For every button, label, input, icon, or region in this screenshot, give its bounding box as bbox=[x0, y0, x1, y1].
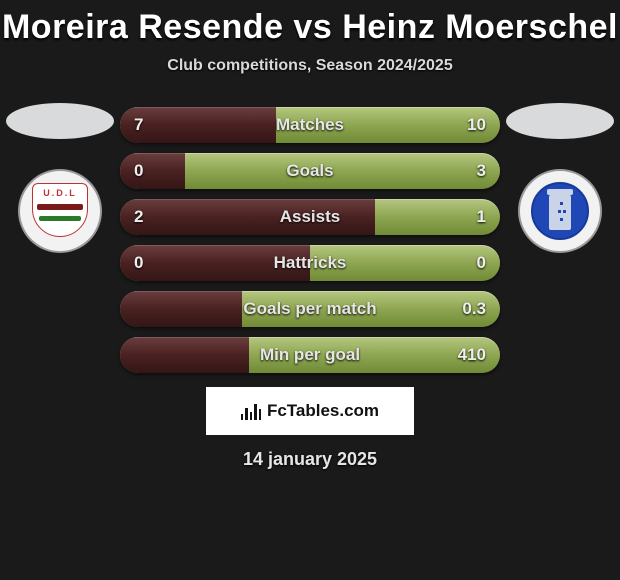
stat-label: Hattricks bbox=[120, 253, 500, 273]
stat-row: 00Hattricks bbox=[120, 245, 500, 281]
stat-label: Assists bbox=[120, 207, 500, 227]
stat-row: 03Goals bbox=[120, 153, 500, 189]
comparison-card: Moreira Resende vs Heinz Moerschel Club … bbox=[0, 0, 620, 470]
left-player-column: U.D.L bbox=[0, 103, 120, 253]
flag-left-icon bbox=[6, 103, 114, 139]
page-title: Moreira Resende vs Heinz Moerschel bbox=[0, 8, 620, 47]
stat-label: Goals bbox=[120, 161, 500, 181]
crest-right-icon bbox=[530, 181, 590, 241]
branding-chart-icon bbox=[241, 402, 261, 420]
crest-right bbox=[518, 169, 602, 253]
branding-label: FcTables.com bbox=[267, 401, 379, 421]
subtitle: Club competitions, Season 2024/2025 bbox=[0, 57, 620, 75]
stat-row: 21Assists bbox=[120, 199, 500, 235]
stat-label: Matches bbox=[120, 115, 500, 135]
branding-box[interactable]: FcTables.com bbox=[206, 387, 414, 435]
stat-label: Min per goal bbox=[120, 345, 500, 365]
stat-row: 410Min per goal bbox=[120, 337, 500, 373]
crest-left-icon: U.D.L bbox=[30, 181, 90, 241]
stat-row: 710Matches bbox=[120, 107, 500, 143]
stats-list: 710Matches 03Goals 21Assists 00Hattricks 0.3… bbox=[120, 103, 500, 373]
crest-left: U.D.L bbox=[18, 169, 102, 253]
date-label: 14 january 2025 bbox=[0, 449, 620, 470]
stat-row: 0.3Goals per match bbox=[120, 291, 500, 327]
flag-right-icon bbox=[506, 103, 614, 139]
content-row: U.D.L 710Matches 03Goals 21Assists 00Hattri… bbox=[0, 103, 620, 373]
stat-label: Goals per match bbox=[120, 299, 500, 319]
right-player-column bbox=[500, 103, 620, 253]
crest-left-text: U.D.L bbox=[33, 188, 87, 198]
